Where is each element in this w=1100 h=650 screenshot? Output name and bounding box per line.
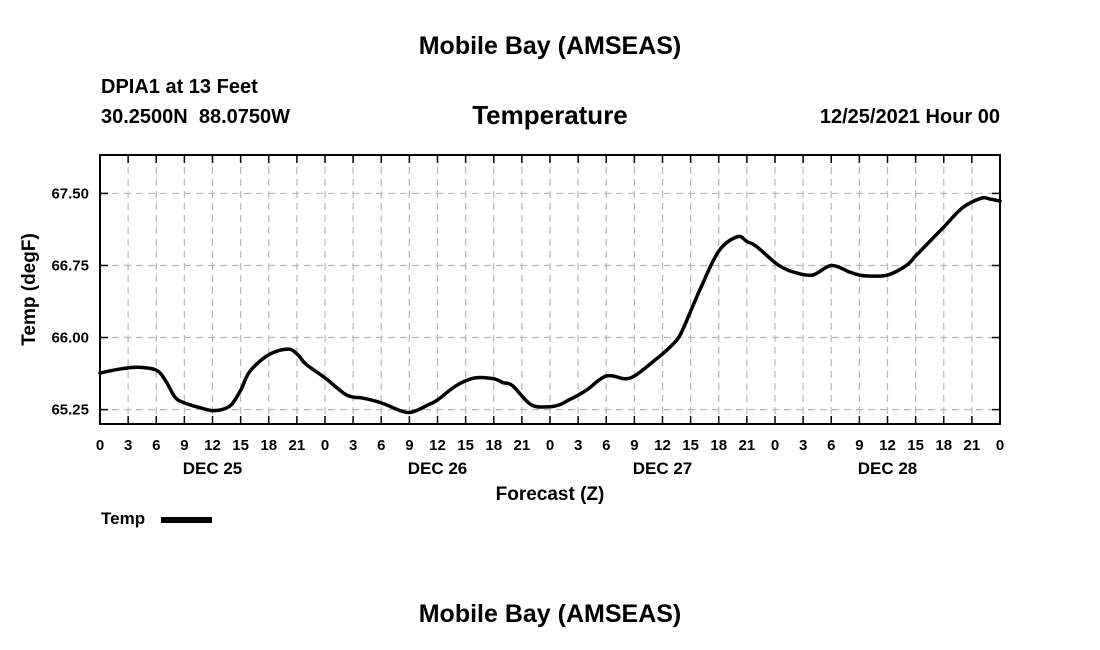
x-tick-label: 15 <box>682 437 699 454</box>
x-tick-label: 3 <box>574 437 582 454</box>
x-tick-label: 3 <box>124 437 132 454</box>
x-tick-label: 0 <box>996 437 1004 454</box>
x-axis-label: Forecast (Z) <box>496 484 605 505</box>
x-tick-label: 15 <box>457 437 474 454</box>
variable-title: Temperature <box>472 100 628 130</box>
x-tick-label: 6 <box>827 437 835 454</box>
legend-label: Temp <box>101 509 146 528</box>
x-tick-label: 18 <box>260 437 277 454</box>
y-tick-label: 65.25 <box>51 402 89 419</box>
x-tick-label: 6 <box>602 437 610 454</box>
x-tick-label: 9 <box>855 437 863 454</box>
x-tick-label: 3 <box>349 437 357 454</box>
x-tick-label: 9 <box>180 437 188 454</box>
forecast-date: 12/25/2021 Hour 00 <box>819 106 1000 128</box>
x-tick-label: 6 <box>377 437 385 454</box>
day-label: DEC 26 <box>408 459 468 478</box>
x-tick-label: 21 <box>514 437 531 454</box>
x-tick-label: 9 <box>405 437 413 454</box>
x-tick-label: 0 <box>771 437 779 454</box>
y-axis-label: Temp (degF) <box>19 233 40 346</box>
x-tick-label: 18 <box>935 437 952 454</box>
x-tick-label: 6 <box>152 437 160 454</box>
page-title: Mobile Bay (AMSEAS) <box>418 32 682 60</box>
x-tick-label: 12 <box>879 437 896 454</box>
legend-line-swatch <box>161 517 212 523</box>
day-label: DEC 28 <box>858 459 918 478</box>
x-tick-label: 21 <box>964 437 981 454</box>
station-label: DPIA1 at 13 Feet <box>101 76 258 98</box>
day-label: DEC 25 <box>183 459 243 478</box>
x-tick-label: 12 <box>204 437 221 454</box>
x-tick-label: 18 <box>710 437 727 454</box>
x-tick-label: 0 <box>96 437 104 454</box>
coordinates-label: 30.2500N 88.0750W <box>101 106 291 128</box>
y-tick-label: 66.00 <box>51 330 89 347</box>
y-tick-label: 66.75 <box>51 257 89 274</box>
day-label: DEC 27 <box>633 459 693 478</box>
series-line-temp <box>98 195 1002 415</box>
x-tick-label: 21 <box>289 437 306 454</box>
y-tick-label: 67.50 <box>51 185 89 202</box>
x-tick-label: 12 <box>429 437 446 454</box>
x-tick-label: 21 <box>739 437 756 454</box>
x-tick-label: 12 <box>654 437 671 454</box>
x-tick-label: 18 <box>485 437 502 454</box>
x-tick-label: 0 <box>546 437 554 454</box>
x-tick-label: 15 <box>907 437 924 454</box>
x-tick-label: 15 <box>232 437 249 454</box>
x-tick-label: 0 <box>321 437 329 454</box>
x-tick-label: 9 <box>630 437 638 454</box>
footer-title: Mobile Bay (AMSEAS) <box>418 600 682 628</box>
x-tick-label: 3 <box>799 437 807 454</box>
